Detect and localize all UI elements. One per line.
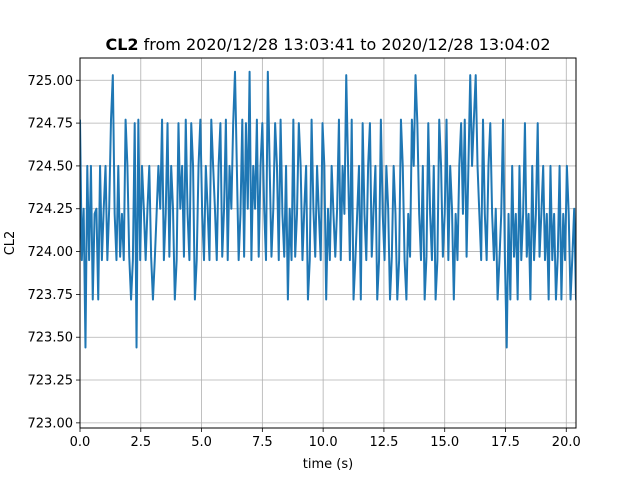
y-tick-label: 723.75 [28,288,74,303]
x-tick-label: 10.0 [309,435,338,450]
x-axis-label: time (s) [303,457,353,472]
y-tick-label: 724.25 [28,202,74,217]
x-tick-label: 7.5 [252,435,273,450]
plot-frame [79,57,577,429]
chart-title-bold: CL2 [105,35,138,54]
chart-title: CL2 from 2020/12/28 13:03:41 to 2020/12/… [105,35,550,54]
x-tick-label: 0.0 [70,435,91,450]
y-tick-label: 723.50 [28,331,74,346]
y-axis: 723.00 723.25 723.50 723.75 724.00 724.25 724.… [28,74,80,431]
x-tick-label: 20.0 [552,435,581,450]
y-tick-label: 723.25 [28,374,74,389]
x-tick-label: 5.0 [191,435,212,450]
x-tick-label: 2.5 [130,435,151,450]
x-tick-label: 17.5 [491,435,520,450]
chart-title-rest: from 2020/12/28 13:03:41 to 2020/12/28 1… [139,35,551,54]
data-series [80,70,576,349]
x-axis: 0.0 2.5 5.0 7.5 10.0 12.5 15.0 17.5 20.0 [70,428,581,450]
y-tick-label: 725.00 [28,74,74,89]
y-tick-label: 724.00 [28,245,74,260]
series-line-0 [80,70,576,349]
y-axis-label: CL2 [3,231,18,256]
x-tick-label: 12.5 [369,435,398,450]
y-tick-label: 724.50 [28,159,74,174]
y-tick-label: 723.00 [28,416,74,431]
y-tick-label: 724.75 [28,117,74,132]
x-tick-label: 15.0 [430,435,459,450]
